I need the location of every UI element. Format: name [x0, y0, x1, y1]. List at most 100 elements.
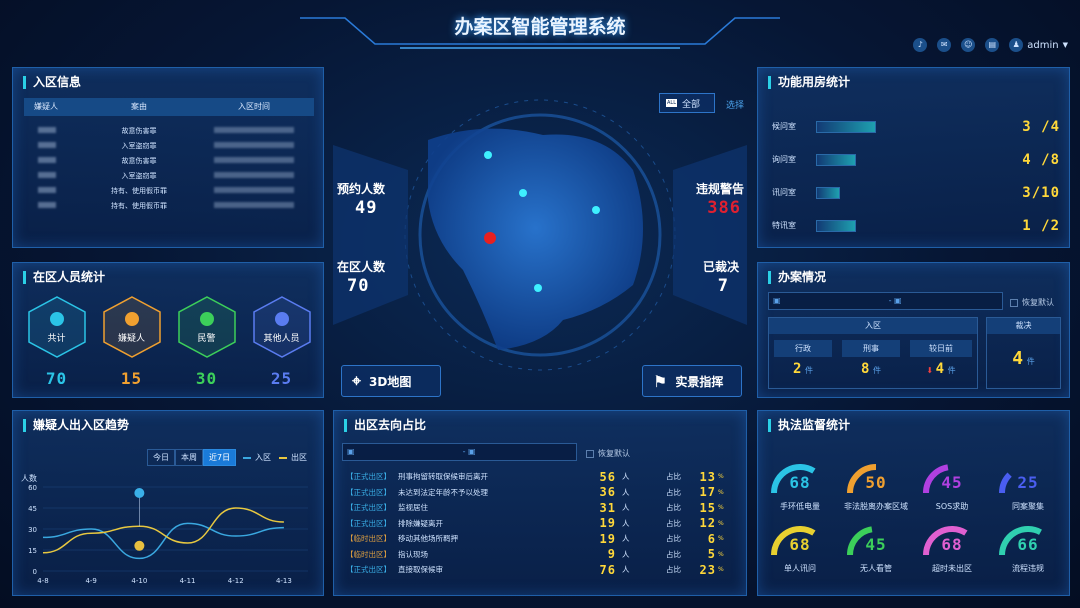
- entry-box: 入区 行政 2 件 刑事 8 件 较日前 ⬇ 4 件: [768, 317, 978, 389]
- reason-cell: 持有、使用假币罪: [111, 201, 167, 210]
- people-stat-2[interactable]: 民警 30: [172, 295, 242, 388]
- judged-box-title: 裁决: [987, 318, 1060, 334]
- table-row[interactable]: 持有、使用假币罪: [24, 198, 314, 213]
- calendar-icon: ▣: [773, 296, 781, 305]
- people-label: 嫌疑人: [117, 334, 145, 344]
- series-line-in: [42, 522, 284, 560]
- percent-sign: %: [718, 550, 724, 558]
- exit-type-tag: 【临时出区】: [346, 534, 391, 544]
- reason-cell: 故意伤害罪: [121, 126, 157, 135]
- exit-row[interactable]: 【正式出区】 监视居住 31 人 占比 15 %: [346, 500, 736, 516]
- 3d-map-button[interactable]: ⌖ 3D地图: [341, 365, 441, 397]
- gauge-label: 同案聚集: [1012, 502, 1044, 511]
- panel-title: 出区去向占比: [344, 419, 426, 432]
- panel-title: 在区人员统计: [23, 271, 105, 284]
- people-stat-1[interactable]: 嫌疑人 15: [97, 295, 167, 388]
- exit-count: 19: [599, 531, 616, 546]
- date-range-input[interactable]: ▣ - ▣: [768, 292, 1003, 310]
- room-row: 讯问室 3/10: [772, 176, 1062, 209]
- ratio-label: 占比: [666, 503, 681, 513]
- exit-type-tag: 【临时出区】: [346, 549, 391, 559]
- supervision-item[interactable]: 68 单人讯问: [762, 521, 838, 583]
- live-command-button[interactable]: ⚑ 实景指挥: [642, 365, 742, 397]
- table-row[interactable]: 故意伤害罪: [24, 153, 314, 168]
- exit-ratio: 23: [699, 562, 716, 577]
- restore-default-checkbox[interactable]: 恢复默认: [1010, 297, 1054, 308]
- center-map-area: 预约人数 49 在区人数 70 违规警告 386 已裁决 7 ALL 全部 选择 …: [333, 60, 747, 405]
- trend-chart: 0 15 30 45 60 4-8 4-9 4-10 4-11 4-12 4-13: [28, 484, 308, 585]
- message-icon[interactable]: ✉: [937, 38, 952, 52]
- people-stat-0[interactable]: 共计 70: [22, 295, 92, 388]
- exit-list[interactable]: 【正式出区】 刑事拘留转取保候审后离开 56 人 占比 13 % 【正式出区】 …: [346, 469, 736, 591]
- x-tick-label: 4-10: [131, 577, 147, 585]
- unit: 人: [622, 518, 630, 528]
- y-tick-label: 60: [28, 484, 37, 492]
- exit-type-tag: 【正式出区】: [346, 472, 391, 482]
- arrow-down-icon: ⬇: [926, 366, 934, 375]
- gauge-label: 非法脱离办案区域: [844, 502, 908, 511]
- y-tick-label: 15: [28, 547, 37, 555]
- supervision-item[interactable]: 68 超时未出区: [914, 521, 990, 583]
- user-menu[interactable]: ♟ admin ▼: [1009, 38, 1068, 52]
- gauge-value: 68: [789, 473, 811, 492]
- gauge-label: 流程违规: [1012, 564, 1044, 573]
- panel-title: 入区信息: [23, 76, 81, 89]
- username: admin: [1027, 39, 1059, 51]
- exit-ratio: 13: [699, 469, 716, 484]
- exit-ratio: 15: [699, 500, 716, 515]
- panel-title: 执法监督统计: [768, 419, 850, 432]
- table-row[interactable]: 入室盗窃罪: [24, 168, 314, 183]
- page-title: 办案区智能管理系统: [454, 16, 626, 38]
- top-toolbar: ♪ ✉ ☺ ▤ ♟ admin ▼: [913, 38, 1068, 52]
- column-suspect: 嫌疑人: [34, 102, 58, 111]
- document-icon[interactable]: ▤: [985, 38, 1000, 52]
- room-label: 特讯室: [772, 221, 796, 230]
- filter-label: 全部: [682, 99, 701, 110]
- filter-all-button[interactable]: ALL 全部: [659, 93, 715, 113]
- suspect-name-redacted: [24, 186, 84, 195]
- table-row[interactable]: 入室盗窃罪: [24, 138, 314, 153]
- exit-row[interactable]: 【正式出区】 直接取保候审 76 人 占比 23 %: [346, 562, 736, 578]
- checkbox-label: 恢复默认: [598, 449, 630, 458]
- exit-row[interactable]: 【正式出区】 排除嫌疑离开 19 人 占比 12 %: [346, 516, 736, 532]
- exit-ratio: 5: [707, 547, 716, 562]
- gauge-value: 68: [789, 535, 811, 554]
- date-range-input[interactable]: ▣ - ▣: [342, 443, 577, 461]
- exit-row[interactable]: 【正式出区】 未达到法定年龄不予以处理 36 人 占比 17 %: [346, 485, 736, 501]
- people-value: 70: [45, 369, 68, 388]
- supervision-item[interactable]: 68 手环低电量: [762, 459, 838, 521]
- x-tick-label: 4-13: [276, 577, 292, 585]
- entry-table-body: 故意伤害罪 入室盗窃罪 故意伤害罪 入室盗窃罪 持有、使用假币罪 持有、使用假币…: [24, 123, 314, 213]
- people-value: 15: [120, 369, 143, 388]
- supervision-item[interactable]: 25 同案聚集: [990, 459, 1066, 521]
- exit-row[interactable]: 【临时出区】 移动其他场所羁押 19 人 占比 6 %: [346, 531, 736, 547]
- tab-today[interactable]: 今日: [147, 449, 175, 466]
- calendar-icon: ▣: [468, 447, 476, 456]
- exit-panel: 出区去向占比 ▣ - ▣ 恢复默认 【正式出区】 刑事拘留转取保候审后离开 56 …: [333, 410, 747, 596]
- user-service-icon[interactable]: ☺: [961, 38, 976, 52]
- range-tabs: 今日 本周 近7日: [147, 449, 237, 466]
- gauge-arc: [771, 464, 816, 494]
- supervision-item[interactable]: 66 流程违规: [990, 521, 1066, 583]
- tab-7days[interactable]: 近7日: [203, 449, 237, 466]
- table-row[interactable]: 故意伤害罪: [24, 123, 314, 138]
- exit-row[interactable]: 【正式出区】 刑事拘留转取保候审后离开 56 人 占比 13 %: [346, 469, 736, 485]
- table-row[interactable]: 持有、使用假币罪: [24, 183, 314, 198]
- supervision-item[interactable]: 45 SOS求助: [914, 459, 990, 521]
- supervision-item[interactable]: 45 无人看管: [838, 521, 914, 583]
- bell-icon[interactable]: ♪: [913, 38, 928, 52]
- value: 4: [935, 361, 946, 377]
- ratio-label: 占比: [666, 472, 681, 482]
- select-link[interactable]: 选择: [726, 101, 745, 111]
- room-label: 讯问室: [772, 188, 796, 197]
- legend-swatch-out: [279, 456, 287, 459]
- supervision-item[interactable]: 50 非法脱离办案区域: [838, 459, 914, 521]
- y-tick-label: 30: [28, 526, 37, 534]
- tab-week[interactable]: 本周: [175, 449, 203, 466]
- restore-default-checkbox[interactable]: 恢复默认: [586, 448, 630, 459]
- panel-title: 办案情况: [768, 271, 826, 284]
- people-stat-3[interactable]: 其他人员 25: [247, 295, 317, 388]
- gauge-value: 68: [941, 535, 963, 554]
- calendar-icon: ▣: [894, 296, 902, 305]
- exit-row[interactable]: 【临时出区】 指认现场 9 人 占比 5 %: [346, 547, 736, 563]
